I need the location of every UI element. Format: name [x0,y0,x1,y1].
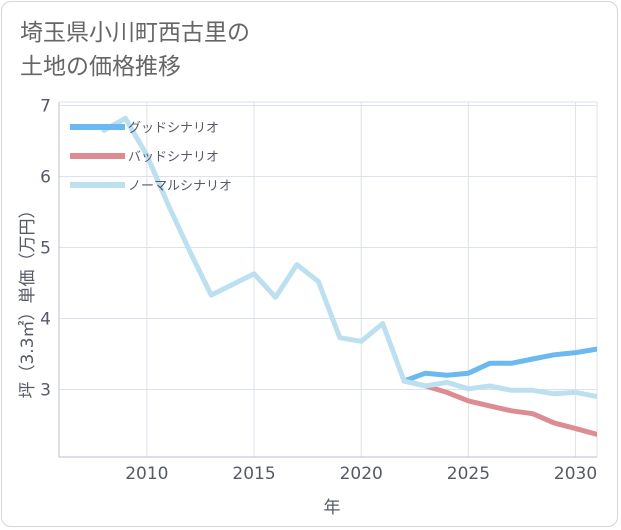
legend-label: バッドシナリオ [128,150,219,165]
y-tick-label: 7 [40,97,51,117]
series-line-1 [401,346,597,384]
series-line-3 [101,115,597,400]
y-tick-label: 5 [40,239,51,259]
chart-title: 埼玉県小川町西古里の 土地の価格推移 [20,16,250,84]
legend-label: グッドシナリオ [128,121,219,136]
x-tick-label: 2020 [340,464,383,484]
x-tick-label: 2010 [125,464,168,484]
series-lines [101,115,597,437]
y-axis-ticks: 3 4 5 6 7 [40,97,51,401]
series-line-2 [401,378,597,437]
y-tick-label: 4 [40,310,51,330]
x-tick-label: 2015 [232,464,275,484]
y-tick-label: 3 [40,381,51,401]
y-axis-label: 坪（3.3㎡）単価（万円） [18,201,38,398]
chart-title-line-1: 埼玉県小川町西古里の [20,20,250,46]
x-axis-label: 年 [324,498,341,518]
legend-label: ノーマルシナリオ [128,179,232,194]
x-tick-label: 2025 [447,464,490,484]
x-tick-label: 2030 [554,464,597,484]
y-tick-label: 6 [40,168,51,188]
x-axis-ticks: 2010 2015 2020 2025 2030 [125,464,597,484]
chart-title-line-2: 土地の価格推移 [20,54,181,80]
